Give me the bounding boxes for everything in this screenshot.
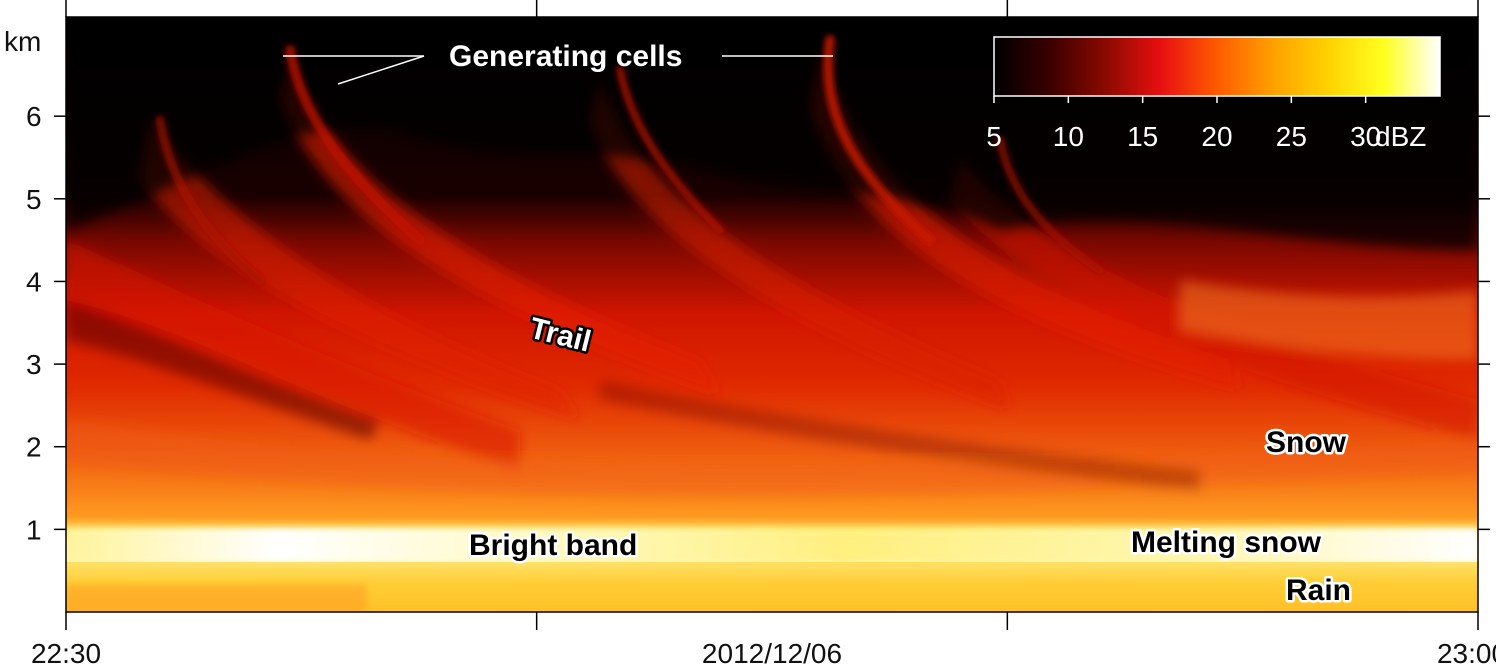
annotation-melting-snow: Melting snow [1131,526,1322,559]
x-tick-label-end: 23:00 [1437,638,1496,669]
y-tick-label: 3 [26,349,42,380]
colorbar-unit: dBZ [1375,121,1426,152]
y-axis-right [1478,115,1490,531]
bright-band-layer [66,528,1478,562]
y-tick-label: 4 [26,266,42,297]
colorbar-tick-label: 5 [986,121,1002,152]
x-axis-date-label: 2012/12/06 [702,638,842,669]
colorbar-ticks: 5 10 15 20 25 30 [986,96,1381,152]
y-axis-label: km [4,26,41,57]
generating-cells-pointer-diagonal [337,55,425,85]
colorbar-scale [993,36,1441,97]
annotation-bright-band: Bright band [469,529,637,562]
y-axis: 1 2 3 4 5 6 [26,101,66,545]
colorbar-tick-label: 15 [1127,121,1158,152]
x-tick-label-start: 22:30 [31,638,101,669]
y-tick-label: 2 [26,432,42,463]
colorbar-tick-label: 25 [1276,121,1307,152]
y-tick-label: 5 [26,184,42,215]
plot-frame [65,16,1479,613]
colorbar-tick-label: 10 [1053,121,1084,152]
colorbar-tick-label: 20 [1201,121,1232,152]
fall-streaks [66,50,1478,496]
annotation-rain: Rain [1286,574,1351,607]
x-axis: 22:30 23:00 2012/12/06 [31,0,1496,669]
colorbar: 5 10 15 20 25 30 dBZ [986,36,1441,152]
y-tick-label: 6 [26,101,42,132]
annotations: Generating cells Trail Snow Bright band … [283,40,1354,610]
generating-cell-plumes [155,35,1104,285]
colorbar-tick-label: 30 [1350,121,1381,152]
annotation-generating-cells: Generating cells [449,40,682,73]
y-tick-label: 1 [26,514,42,545]
annotation-snow: Snow [1266,426,1347,459]
plot-area [66,17,1478,612]
